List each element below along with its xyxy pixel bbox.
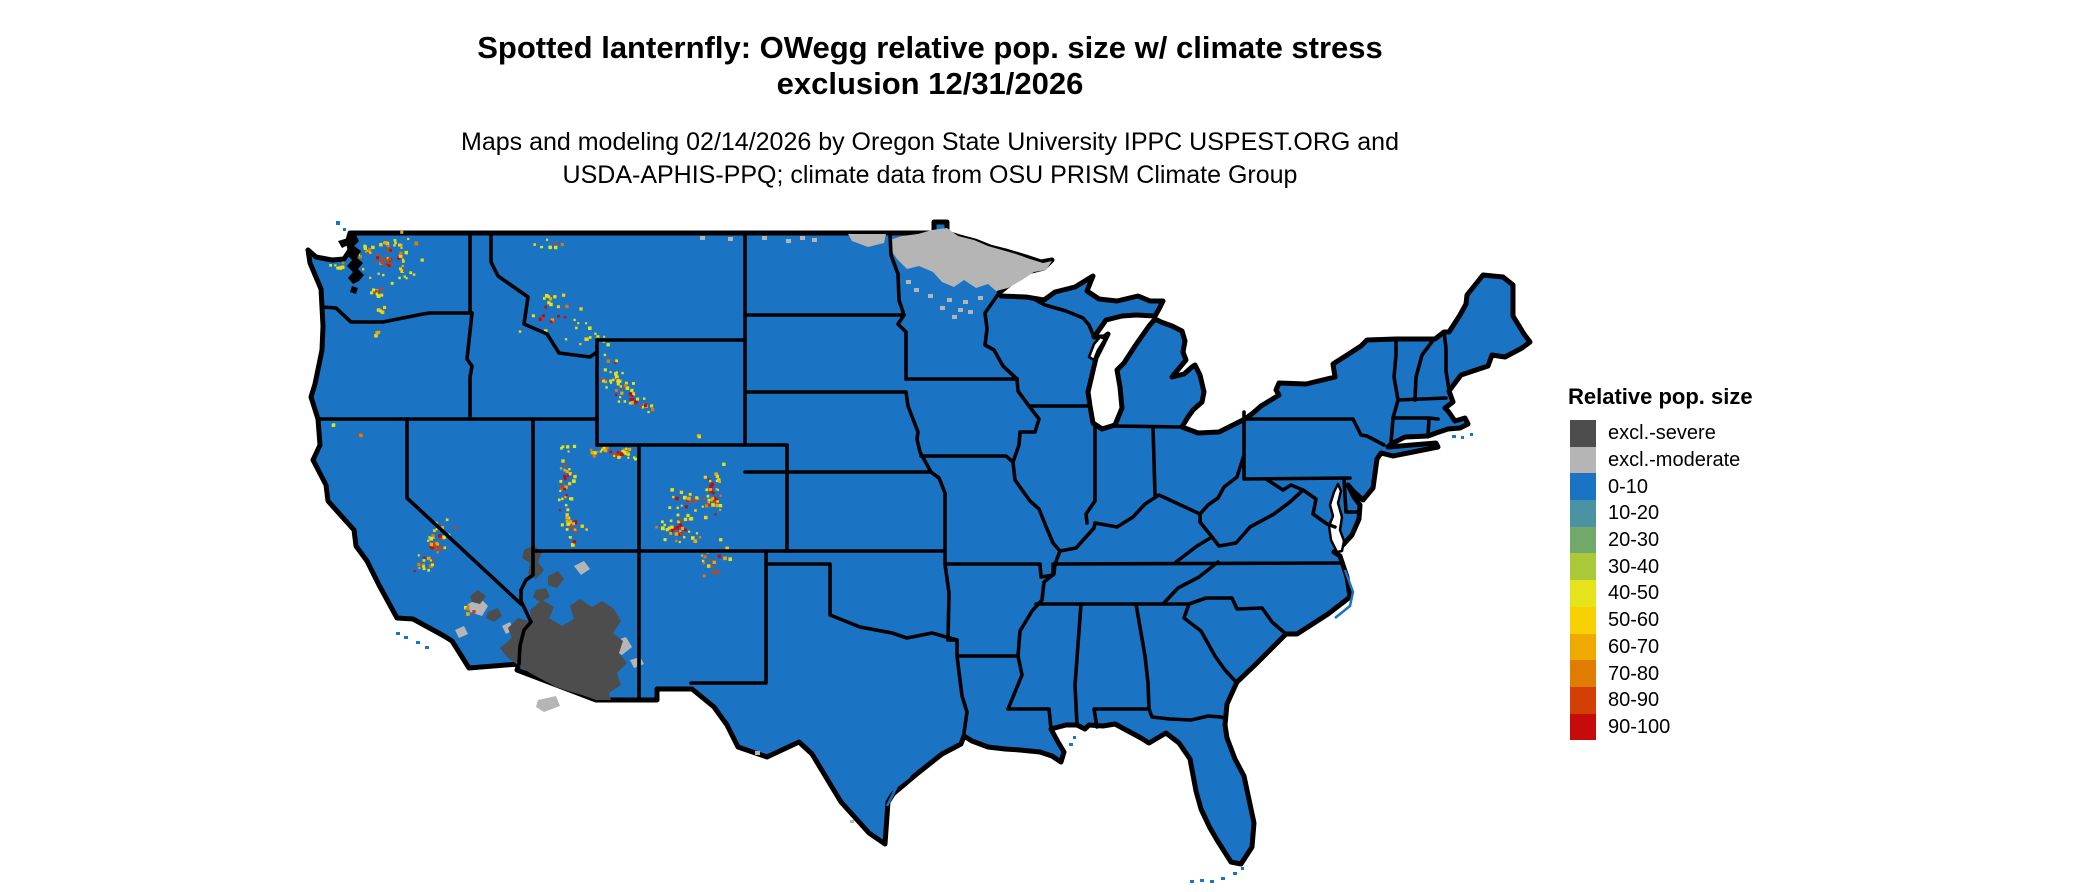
legend-swatch <box>1570 686 1596 714</box>
legend-swatch <box>1570 473 1596 501</box>
legend-item-40-50: 40-50 <box>1570 580 1898 607</box>
legend-swatch <box>1570 500 1596 527</box>
legend-swatch <box>1570 446 1596 474</box>
legend-label: 40-50 <box>1608 582 1660 605</box>
legend-swatch <box>1570 553 1596 581</box>
legend-label: 90-100 <box>1608 715 1671 738</box>
legend-swatch <box>1570 606 1596 634</box>
legend-item-70-80: 70-80 <box>1570 660 1898 687</box>
legend-label: 30-40 <box>1608 555 1660 578</box>
legend-swatch <box>1570 633 1596 661</box>
legend-item-50-60: 50-60 <box>1570 606 1898 634</box>
legend-item-20-30: 20-30 <box>1570 526 1898 554</box>
legend-item-30-40: 30-40 <box>1570 553 1898 581</box>
legend-label: 60-70 <box>1608 635 1660 658</box>
chart-title: Spotted lanternfly: OWegg relative pop. … <box>0 30 1860 102</box>
legend-rows: excl.-severe excl.-moderate 0-10 10-20 20-30… <box>1570 420 1898 741</box>
chart-subtitle-line1: Maps and modeling 02/14/2026 by Oregon S… <box>461 128 1399 156</box>
legend-label: 10-20 <box>1608 502 1660 525</box>
legend-swatch <box>1570 420 1596 447</box>
legend-label: 0-10 <box>1608 475 1649 498</box>
legend-label: 50-60 <box>1608 609 1660 632</box>
legend-label: excl.-severe <box>1608 422 1716 445</box>
legend-label: 70-80 <box>1608 662 1660 685</box>
chart-subtitle-line2: USDA-APHIS-PPQ; climate data from OSU PR… <box>562 161 1298 189</box>
legend-item-excl-moderate: excl.-moderate <box>1570 446 1898 474</box>
legend: Relative pop. size excl.-severe excl.-mod… <box>1568 384 1898 741</box>
legend-label: 80-90 <box>1608 689 1660 712</box>
legend-title: Relative pop. size <box>1568 384 1753 409</box>
legend-item-0-10: 0-10 <box>1570 473 1898 501</box>
chart-title-line1: Spotted lanternfly: OWegg relative pop. … <box>477 30 1383 65</box>
chart-subtitle: Maps and modeling 02/14/2026 by Oregon S… <box>0 126 1860 192</box>
chart-title-line2: exclusion 12/31/2026 <box>776 66 1084 101</box>
legend-item-60-70: 60-70 <box>1570 633 1898 661</box>
legend-swatch <box>1570 526 1596 554</box>
legend-swatch <box>1570 580 1596 607</box>
legend-item-excl-severe: excl.-severe <box>1570 420 1898 447</box>
legend-item-10-20: 10-20 <box>1570 500 1898 527</box>
legend-swatch <box>1570 660 1596 687</box>
legend-label: excl.-moderate <box>1608 449 1741 472</box>
legend-swatch <box>1570 713 1596 741</box>
legend-item-80-90: 80-90 <box>1570 686 1898 714</box>
legend-item-90-100: 90-100 <box>1570 713 1898 741</box>
legend-label: 20-30 <box>1608 529 1660 552</box>
